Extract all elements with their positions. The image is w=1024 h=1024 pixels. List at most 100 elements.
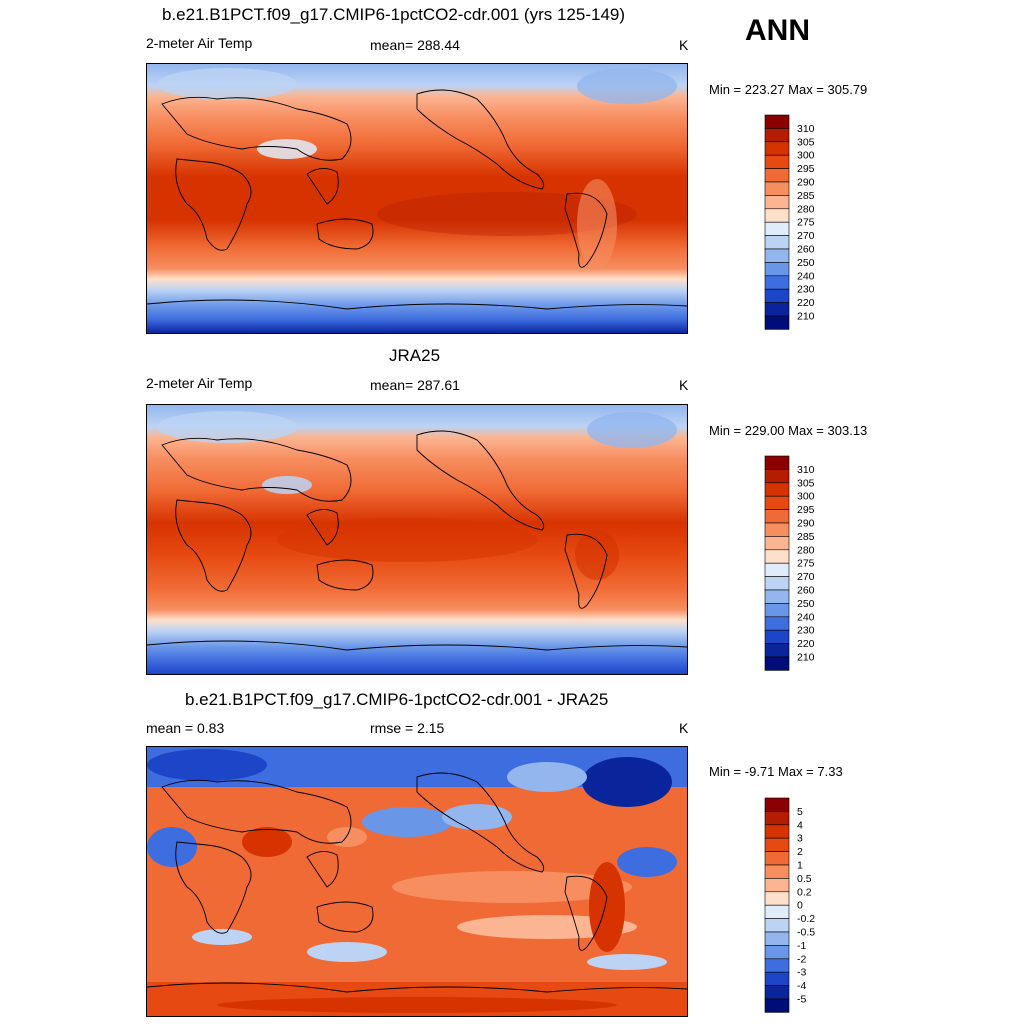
colorbar-box (764, 837, 790, 852)
colorbar-tick-label: -0.5 (797, 927, 815, 939)
colorbar-box (764, 851, 790, 866)
colorbar-tick-label: 0 (797, 900, 803, 912)
colorbar-box (764, 656, 790, 671)
panel-3-title: b.e21.B1PCT.f09_g17.CMIP6-1pctCO2-cdr.00… (185, 690, 609, 709)
panel-3-minmax: Min = -9.71 Max = 7.33 (709, 764, 843, 779)
colorbar-box (764, 589, 790, 604)
panel-1-minmax: Min = 223.27 Max = 305.79 (709, 82, 868, 97)
colorbar-tick-label: 1 (797, 860, 803, 872)
panel-3-units: K (679, 720, 689, 736)
colorbar-tick-label: -2 (797, 953, 806, 965)
colorbar-box (764, 168, 790, 183)
colorbar-tick-label: 230 (797, 284, 815, 296)
panel-1-map (146, 63, 688, 334)
colorbar-tick-label: -4 (797, 980, 806, 992)
colorbar-box (764, 522, 790, 537)
panel-1-units: K (679, 37, 689, 53)
colorbar-box (764, 141, 790, 156)
colorbar-box (764, 469, 790, 484)
colorbar-box (764, 208, 790, 223)
season-label: ANN (745, 14, 810, 47)
colorbar-tick-label: 300 (797, 491, 815, 503)
panel-3-mean-label: mean = 0.83 (146, 720, 225, 736)
panel-3-rmse-label: rmse = 2.15 (370, 720, 445, 736)
colorbar-tick-label: 240 (797, 611, 815, 623)
colorbar-box (764, 562, 790, 577)
colorbar-box (764, 643, 790, 658)
panel-1-title: b.e21.B1PCT.f09_g17.CMIP6-1pctCO2-cdr.00… (162, 5, 626, 24)
colorbar-tick-label: -1 (797, 940, 806, 952)
colorbar-box (764, 864, 790, 879)
colorbar-box (764, 455, 790, 470)
colorbar-tick-label: 270 (797, 230, 815, 242)
colorbar-box (764, 495, 790, 510)
colorbar-box (764, 797, 790, 812)
colorbar-box (764, 128, 790, 143)
panel-2-map (146, 404, 688, 675)
colorbar-box (764, 945, 790, 960)
colorbar-box (764, 288, 790, 303)
colorbar-box (764, 235, 790, 250)
colorbar-tick-label: 305 (797, 136, 815, 148)
panel-2-mean-label: mean= 287.61 (370, 377, 460, 393)
colorbar-tick-label: 280 (797, 544, 815, 556)
colorbar-box (764, 302, 790, 317)
colorbar-box (764, 878, 790, 893)
colorbar-tick-label: 275 (797, 558, 815, 570)
colorbar-tick-label: 220 (797, 297, 815, 309)
colorbar-tick-label: 3 (797, 833, 803, 845)
colorbar-box (764, 998, 790, 1013)
colorbar-box (764, 275, 790, 290)
colorbar-tick-label: 305 (797, 477, 815, 489)
colorbar-tick-label: 310 (797, 464, 815, 476)
colorbar-tick-label: 290 (797, 177, 815, 189)
colorbar-box (764, 114, 790, 129)
colorbar-tick-label: 260 (797, 585, 815, 597)
colorbar-box (764, 616, 790, 631)
colorbar-tick-label: 285 (797, 190, 815, 202)
colorbar-tick-label: -3 (797, 967, 806, 979)
colorbar-box (764, 576, 790, 591)
colorbar-tick-label: 270 (797, 571, 815, 583)
colorbar-tick-label: 275 (797, 217, 815, 229)
panel-3-colorbar: 5 4 3 2 1 0.5 0.2 0 -0.2 -0.5 -1 -2 -3 -4 -5 (764, 797, 845, 1013)
colorbar-tick-label: 210 (797, 311, 815, 323)
panel-2-colorbar: 310 305 300 295 290 285 280 275 270 260 250 240 230 2… (764, 455, 845, 671)
colorbar-box (764, 985, 790, 1000)
colorbar-box (764, 181, 790, 196)
colorbar-box (764, 482, 790, 497)
panel-1-mean-label: mean= 288.44 (370, 37, 460, 53)
colorbar-tick-label: 290 (797, 518, 815, 530)
colorbar-box (764, 931, 790, 946)
panel-2-variable-label: 2-meter Air Temp (146, 375, 253, 391)
colorbar-tick-label: 0.5 (797, 873, 812, 885)
colorbar-tick-label: -0.2 (797, 913, 815, 925)
colorbar-tick-label: 240 (797, 270, 815, 282)
colorbar-tick-label: 295 (797, 504, 815, 516)
panel-2-minmax: Min = 229.00 Max = 303.13 (709, 423, 868, 438)
colorbar-tick-label: 230 (797, 625, 815, 637)
colorbar-box (764, 195, 790, 210)
colorbar-tick-label: -5 (797, 994, 806, 1006)
colorbar-tick-label: 4 (797, 819, 803, 831)
colorbar-box (764, 971, 790, 986)
panel-1-colorbar: 310 305 300 295 290 285 280 275 270 260 250 240 230 2… (764, 114, 845, 330)
colorbar-tick-label: 310 (797, 123, 815, 135)
colorbar-box (764, 958, 790, 973)
colorbar-box (764, 918, 790, 933)
panel-2-title: JRA25 (389, 346, 441, 365)
colorbar-box (764, 549, 790, 564)
colorbar-box (764, 603, 790, 618)
colorbar-tick-label: 260 (797, 244, 815, 256)
colorbar-box (764, 221, 790, 236)
colorbar-box (764, 509, 790, 524)
colorbar-tick-label: 250 (797, 598, 815, 610)
colorbar-tick-label: 220 (797, 638, 815, 650)
colorbar-box (764, 811, 790, 826)
colorbar-tick-label: 2 (797, 846, 803, 858)
colorbar-tick-label: 285 (797, 531, 815, 543)
colorbar-box (764, 262, 790, 277)
colorbar-tick-label: 250 (797, 257, 815, 269)
colorbar-tick-label: 295 (797, 163, 815, 175)
colorbar-tick-label: 280 (797, 203, 815, 215)
